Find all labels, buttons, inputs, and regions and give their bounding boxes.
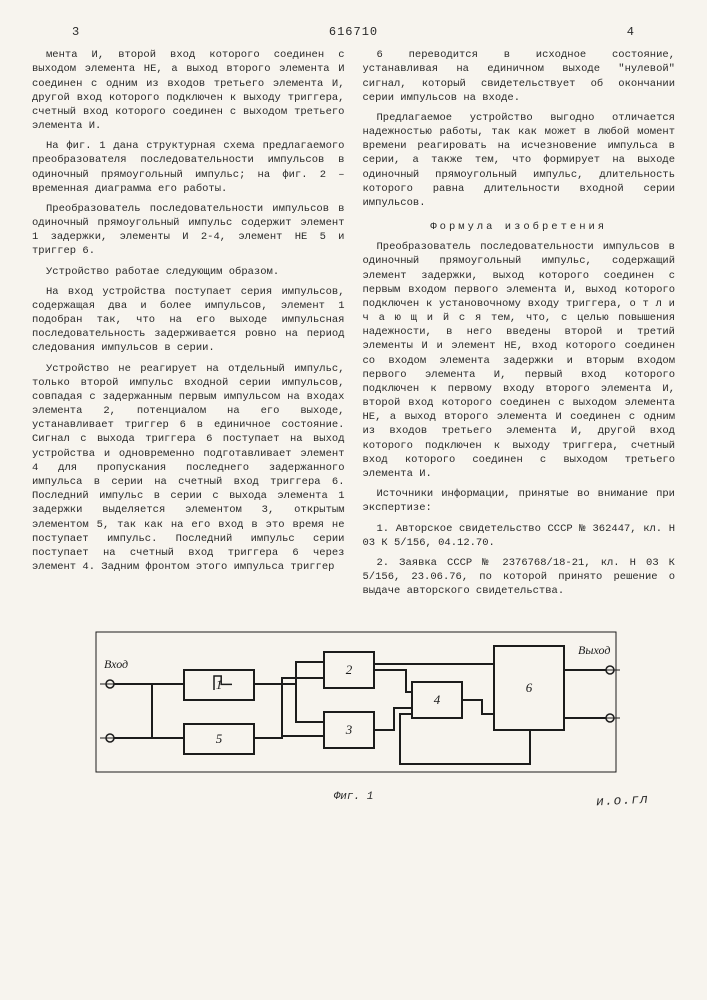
body-paragraph: мента И, второй вход которого соединен с… — [32, 48, 345, 133]
svg-text:6: 6 — [525, 680, 532, 695]
body-paragraph: Устройство работае следующим образом. — [32, 265, 345, 279]
figure-label: Фиг. 1 — [32, 790, 675, 805]
svg-text:Вход: Вход — [104, 657, 128, 671]
figure-1: 152346ВходВыход Фиг. 1 и.о.гл — [32, 618, 675, 805]
svg-text:5: 5 — [215, 731, 222, 746]
body-paragraph: 6 переводится в исходное состояние, уста… — [363, 48, 676, 105]
text-columns: мента И, второй вход которого соединен с… — [32, 48, 675, 604]
signature: и.о.гл — [596, 790, 650, 810]
body-paragraph: Источники информации, принятые во вниман… — [363, 487, 676, 515]
svg-text:4: 4 — [433, 692, 440, 707]
page-num-right: 4 — [627, 24, 635, 40]
body-paragraph: Преобразователь последовательности импул… — [32, 202, 345, 259]
schematic-svg: 152346ВходВыход — [64, 618, 644, 788]
svg-text:Выход: Выход — [578, 643, 610, 657]
svg-text:2: 2 — [345, 662, 352, 677]
svg-text:3: 3 — [344, 722, 352, 737]
body-paragraph: Предлагаемое устройство выгодно отличает… — [363, 111, 676, 210]
body-paragraph: На фиг. 1 дана структурная схема предлаг… — [32, 139, 345, 196]
formula-heading: Формула изобретения — [363, 220, 676, 234]
body-paragraph: На вход устройства поступает серия импул… — [32, 285, 345, 356]
page-header: 3 616710 4 — [32, 24, 675, 48]
left-column: мента И, второй вход которого соединен с… — [32, 48, 345, 604]
page-num-left: 3 — [72, 24, 80, 40]
body-paragraph: Устройство не реагирует на отдельный имп… — [32, 362, 345, 575]
body-paragraph: 2. Заявка СССР № 2376768/18-21, кл. Н 03… — [363, 556, 676, 599]
body-paragraph: 1. Авторское свидетельство СССР № 362447… — [363, 522, 676, 550]
patent-number: 616710 — [329, 24, 378, 40]
right-column: 6 переводится в исходное состояние, уста… — [363, 48, 676, 604]
body-paragraph: Преобразователь последовательности импул… — [363, 240, 676, 481]
